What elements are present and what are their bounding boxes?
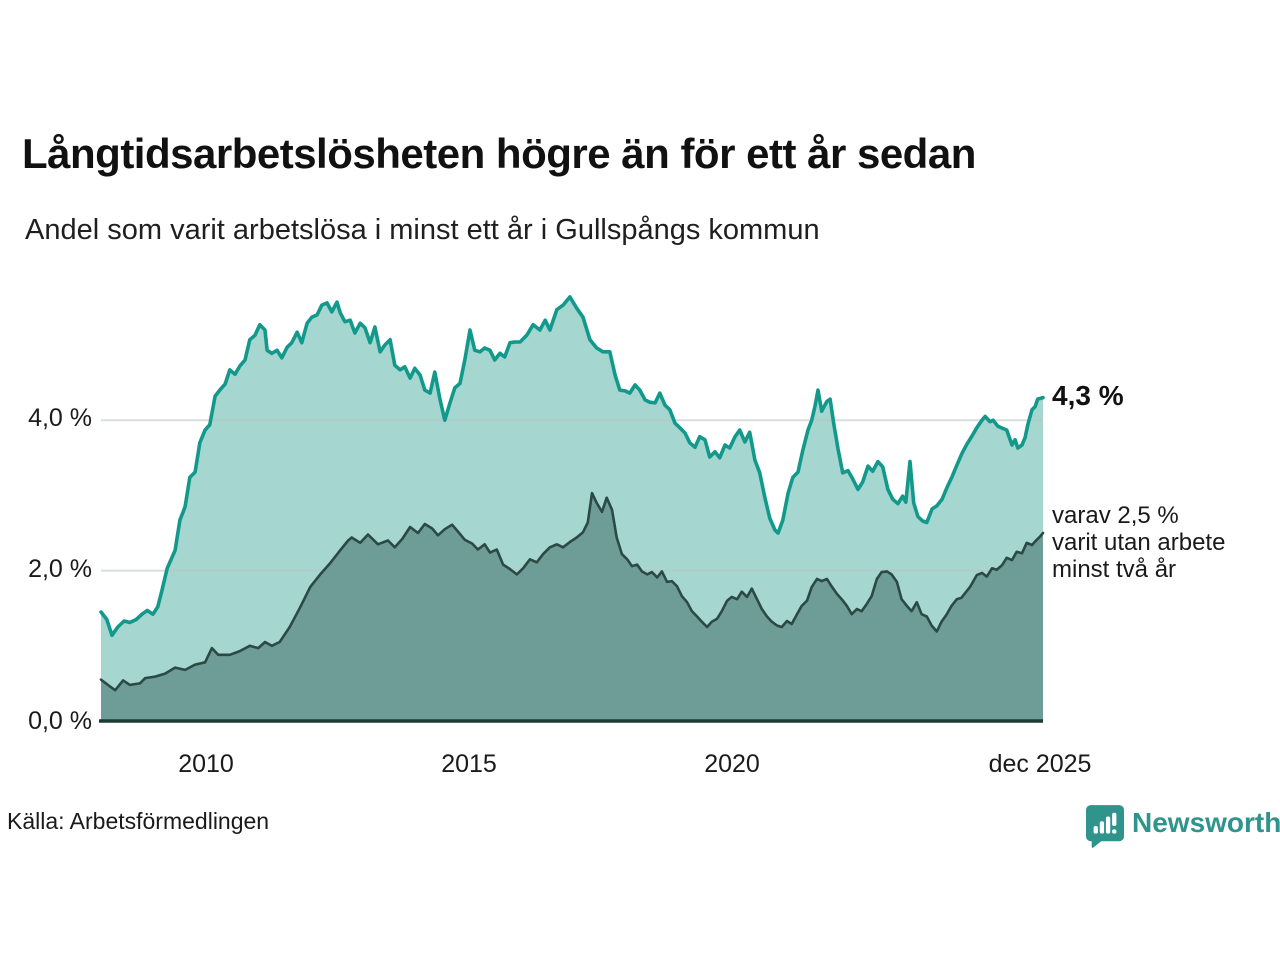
x-axis-tick-label: 2020 <box>704 750 760 778</box>
x-axis-tick-label: 2010 <box>178 750 234 778</box>
secondary-value-label: varav 2,5 % varit utan arbete minst två … <box>1052 502 1225 583</box>
y-axis-tick-label: 2,0 % <box>28 555 92 583</box>
secondary-value-line: varav 2,5 % <box>1052 502 1179 529</box>
secondary-value-line: minst två år <box>1052 556 1177 583</box>
y-axis-tick-label: 0,0 % <box>28 707 92 735</box>
newsworthy-logo-text: Newsworthy <box>1132 807 1280 838</box>
chart-subtitle: Andel som varit arbetslösa i minst ett å… <box>25 214 820 246</box>
newsworthy-logo-icon <box>1086 804 1124 848</box>
latest-value-label: 4,3 % <box>1052 380 1124 411</box>
page-title: Långtidsarbetslösheten högre än för ett … <box>22 130 976 177</box>
newsworthy-branding: Newsworthy <box>1086 804 1280 848</box>
y-axis-tick-label: 4,0 % <box>28 404 92 432</box>
x-axis-tick-label: 2015 <box>441 750 497 778</box>
source-attribution: Källa: Arbetsförmedlingen <box>7 808 270 834</box>
x-axis-tick-label: dec 2025 <box>988 750 1092 778</box>
secondary-value-line: varit utan arbete <box>1052 529 1226 556</box>
